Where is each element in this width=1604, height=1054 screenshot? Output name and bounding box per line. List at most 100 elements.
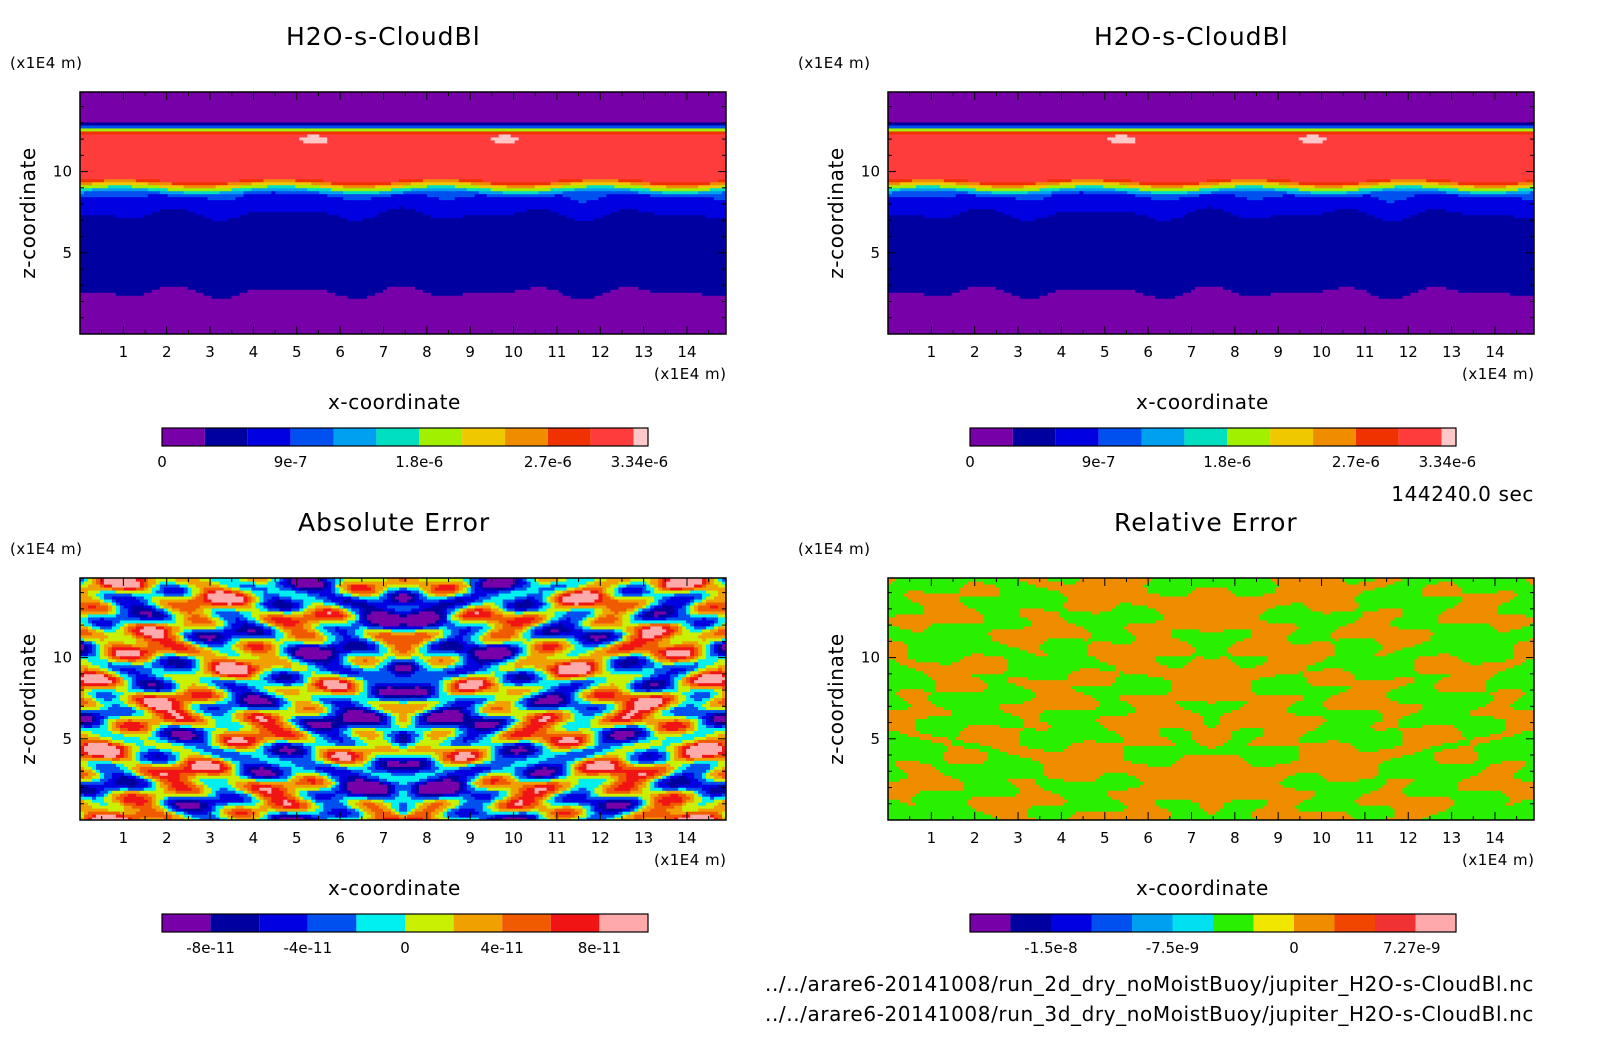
heatmap-cell xyxy=(239,310,245,314)
heatmap-cell xyxy=(414,304,420,308)
heatmap-cell xyxy=(506,319,512,323)
heatmap-cell xyxy=(319,304,324,308)
heatmap-cell xyxy=(666,322,671,326)
heatmap-cell xyxy=(710,331,715,334)
heatmap-cell xyxy=(247,307,253,311)
heatmap-cell xyxy=(622,310,627,314)
heatmap-cell xyxy=(215,316,221,320)
heatmap-cell xyxy=(478,304,484,308)
heatmap-cell xyxy=(626,322,631,326)
heatmap-cell xyxy=(614,310,619,314)
heatmap-cell xyxy=(422,328,428,332)
heatmap-cell xyxy=(107,325,113,329)
heatmap-cell xyxy=(195,319,201,323)
heatmap-cell xyxy=(418,322,424,326)
heatmap-cell xyxy=(506,304,512,308)
heatmap-cell xyxy=(383,307,388,311)
heatmap-cell xyxy=(638,325,643,329)
heatmap-cell xyxy=(558,313,564,317)
heatmap-cell xyxy=(642,325,647,329)
heatmap-cell xyxy=(271,325,276,329)
heatmap-cell xyxy=(207,322,213,326)
heatmap-cell xyxy=(658,331,663,334)
heatmap-cell xyxy=(167,301,173,305)
heatmap-cell xyxy=(219,316,225,320)
heatmap-cell xyxy=(550,307,556,311)
heatmap-cell xyxy=(658,301,663,305)
heatmap-cell xyxy=(135,322,141,326)
heatmap-cell xyxy=(231,304,237,308)
heatmap-cell xyxy=(287,313,292,317)
heatmap-cell xyxy=(430,316,436,320)
heatmap-cell xyxy=(462,313,468,317)
heatmap-cell xyxy=(315,322,320,326)
heatmap-cell xyxy=(247,316,253,320)
heatmap-cell xyxy=(239,328,245,332)
heatmap-cell xyxy=(371,301,376,305)
heatmap-cell xyxy=(450,316,456,320)
heatmap-cell xyxy=(718,310,723,314)
heatmap-cell xyxy=(514,319,520,323)
heatmap-cell xyxy=(291,307,296,311)
heatmap-cell xyxy=(698,307,703,311)
heatmap-cell xyxy=(199,322,205,326)
heatmap-cell xyxy=(418,325,424,329)
heatmap-cell xyxy=(414,331,420,334)
heatmap-cell xyxy=(554,319,560,323)
heatmap-cell xyxy=(83,298,89,302)
heatmap-cell xyxy=(247,325,253,329)
heatmap-cell xyxy=(706,319,711,323)
heatmap-cell xyxy=(514,304,520,308)
heatmap-cell xyxy=(259,319,265,323)
heatmap-cell xyxy=(103,307,109,311)
heatmap-cell xyxy=(383,316,388,320)
heatmap-cell xyxy=(395,316,400,320)
heatmap-cell xyxy=(542,307,548,311)
heatmap-cell xyxy=(538,307,544,311)
heatmap-cell xyxy=(375,325,380,329)
heatmap-cell xyxy=(634,325,639,329)
heatmap-cell xyxy=(630,307,635,311)
heatmap-cell xyxy=(646,301,651,305)
heatmap-cell xyxy=(654,307,659,311)
heatmap-cell xyxy=(243,316,249,320)
heatmap-cell xyxy=(387,313,392,317)
heatmap-cell xyxy=(151,322,157,326)
heatmap-cell xyxy=(510,310,516,314)
heatmap-cell xyxy=(135,316,141,320)
heatmap-cell xyxy=(91,310,97,314)
heatmap-cell xyxy=(355,331,360,334)
heatmap-cell xyxy=(315,307,320,311)
heatmap-cell xyxy=(319,316,324,320)
heatmap-cell xyxy=(179,313,185,317)
heatmap-cell xyxy=(422,307,428,311)
heatmap-cell xyxy=(107,313,113,317)
heatmap-cell xyxy=(275,319,280,323)
heatmap-cell xyxy=(418,310,424,314)
heatmap-cell xyxy=(243,331,249,334)
heatmap-cell xyxy=(115,316,121,320)
heatmap-cell xyxy=(319,325,324,329)
heatmap-cell xyxy=(215,328,221,332)
heatmap-cell xyxy=(195,304,201,308)
heatmap-cell xyxy=(498,307,504,311)
heatmap-cell xyxy=(311,328,316,332)
heatmap-cell xyxy=(355,325,360,329)
heatmap-cell xyxy=(91,298,97,302)
heatmap-cell xyxy=(323,331,328,334)
heatmap-cell xyxy=(598,319,603,323)
heatmap-cell xyxy=(155,298,161,302)
heatmap-cell xyxy=(614,331,619,334)
heatmap-cell xyxy=(578,307,584,311)
heatmap-cell xyxy=(363,310,368,314)
heatmap-cell xyxy=(359,322,364,326)
heatmap-cell xyxy=(279,310,284,314)
heatmap-cell xyxy=(171,304,177,308)
heatmap-cell xyxy=(562,322,568,326)
heatmap-cell xyxy=(474,319,480,323)
heatmap-cell xyxy=(546,313,552,317)
heatmap-cell xyxy=(654,319,659,323)
heatmap-cell xyxy=(570,304,576,308)
heatmap-cell xyxy=(698,319,703,323)
heatmap-cell xyxy=(159,322,165,326)
